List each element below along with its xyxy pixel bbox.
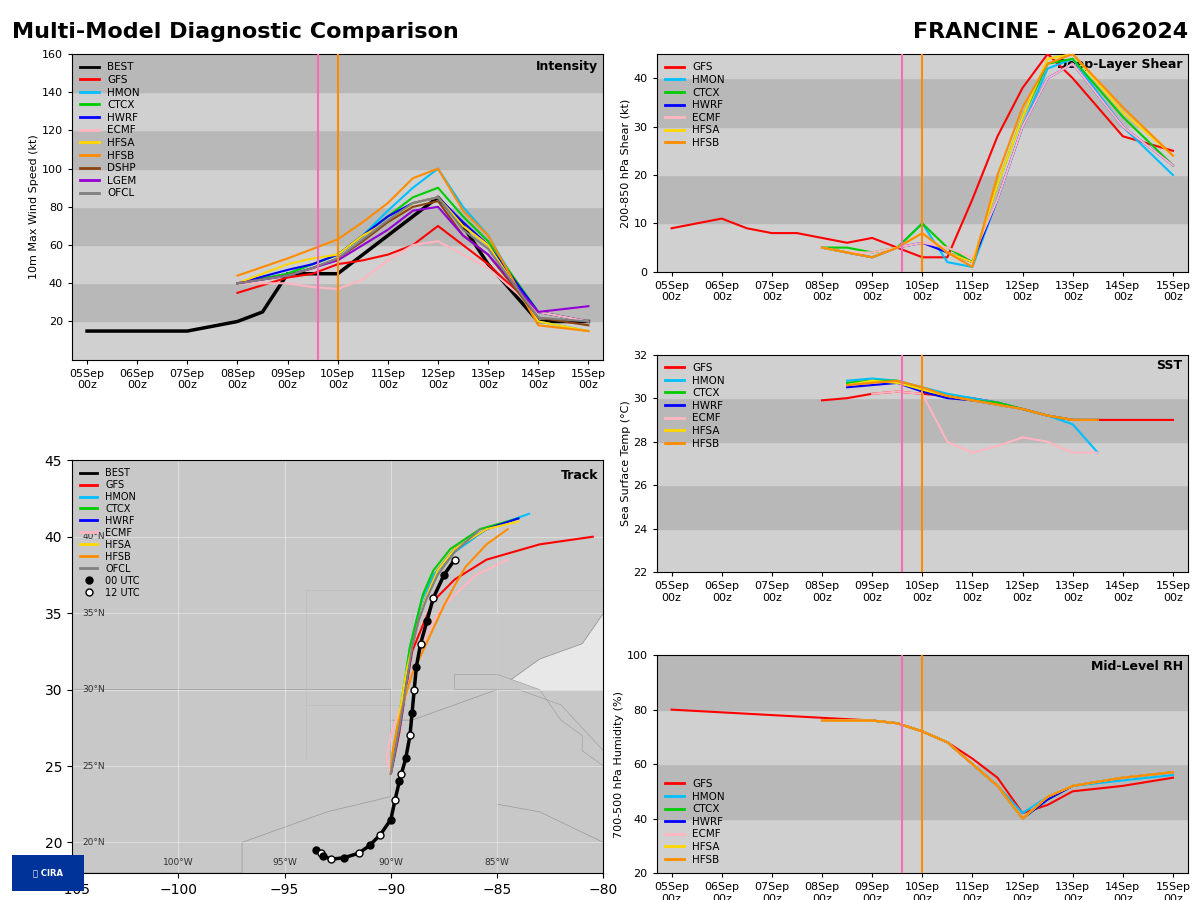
- Y-axis label: Sea Surface Temp (°C): Sea Surface Temp (°C): [620, 400, 630, 526]
- Text: Ⓒ CIRA: Ⓒ CIRA: [32, 868, 62, 878]
- Bar: [656, 655, 1188, 709]
- Bar: [656, 355, 1188, 398]
- Bar: [656, 709, 1188, 764]
- Bar: [656, 78, 1188, 127]
- Bar: [656, 529, 1188, 572]
- Text: 85°W: 85°W: [485, 859, 510, 868]
- Bar: [656, 175, 1188, 223]
- Text: FRANCINE - AL062024: FRANCINE - AL062024: [913, 22, 1188, 42]
- Bar: [72, 284, 604, 321]
- Text: 100°W: 100°W: [163, 859, 193, 868]
- Bar: [656, 398, 1188, 442]
- Text: Multi-Model Diagnostic Comparison: Multi-Model Diagnostic Comparison: [12, 22, 458, 42]
- Bar: [72, 245, 604, 284]
- Bar: [656, 818, 1188, 873]
- Legend: GFS, HMON, CTCX, HWRF, ECMF, HFSA, HFSB: GFS, HMON, CTCX, HWRF, ECMF, HFSA, HFSB: [661, 360, 727, 452]
- Polygon shape: [72, 460, 604, 751]
- Text: 90°W: 90°W: [378, 859, 403, 868]
- Bar: [72, 92, 604, 130]
- Legend: BEST, GFS, HMON, CTCX, HWRF, ECMF, HFSA, HFSB, DSHP, LGEM, OFCL: BEST, GFS, HMON, CTCX, HWRF, ECMF, HFSA,…: [77, 59, 143, 202]
- Bar: [656, 485, 1188, 529]
- Bar: [656, 764, 1188, 818]
- Bar: [72, 168, 604, 207]
- Bar: [656, 127, 1188, 175]
- Bar: [72, 54, 604, 92]
- Y-axis label: 10m Max Wind Speed (kt): 10m Max Wind Speed (kt): [29, 134, 40, 279]
- Text: SST: SST: [1157, 359, 1183, 372]
- Legend: GFS, HMON, CTCX, HWRF, ECMF, HFSA, HFSB: GFS, HMON, CTCX, HWRF, ECMF, HFSA, HFSB: [661, 776, 727, 868]
- Text: 25°N: 25°N: [83, 761, 106, 770]
- Legend: BEST, GFS, HMON, CTCX, HWRF, ECMF, HFSA, HFSB, OFCL, 00 UTC, 12 UTC: BEST, GFS, HMON, CTCX, HWRF, ECMF, HFSA,…: [77, 465, 143, 600]
- Text: Deep-Layer Shear: Deep-Layer Shear: [1057, 58, 1183, 71]
- Y-axis label: 700-500 hPa Humidity (%): 700-500 hPa Humidity (%): [613, 690, 624, 838]
- Text: Intensity: Intensity: [536, 60, 598, 73]
- Bar: [72, 321, 604, 360]
- Y-axis label: 200-850 hPa Shear (kt): 200-850 hPa Shear (kt): [620, 98, 631, 228]
- Bar: [656, 54, 1188, 78]
- Polygon shape: [221, 689, 604, 873]
- Text: 20°N: 20°N: [83, 838, 106, 847]
- Polygon shape: [455, 674, 604, 766]
- Text: 95°W: 95°W: [272, 859, 298, 868]
- Polygon shape: [72, 460, 604, 812]
- Bar: [656, 442, 1188, 485]
- Text: 30°N: 30°N: [83, 685, 106, 694]
- Text: Mid-Level RH: Mid-Level RH: [1091, 660, 1183, 672]
- Text: 35°N: 35°N: [83, 608, 106, 617]
- Text: Track: Track: [560, 469, 598, 482]
- Bar: [656, 223, 1188, 272]
- Legend: GFS, HMON, CTCX, HWRF, ECMF, HFSA, HFSB: GFS, HMON, CTCX, HWRF, ECMF, HFSA, HFSB: [661, 59, 727, 151]
- Text: 40°N: 40°N: [83, 532, 106, 541]
- Bar: [72, 130, 604, 168]
- Polygon shape: [72, 689, 391, 873]
- Bar: [72, 207, 604, 245]
